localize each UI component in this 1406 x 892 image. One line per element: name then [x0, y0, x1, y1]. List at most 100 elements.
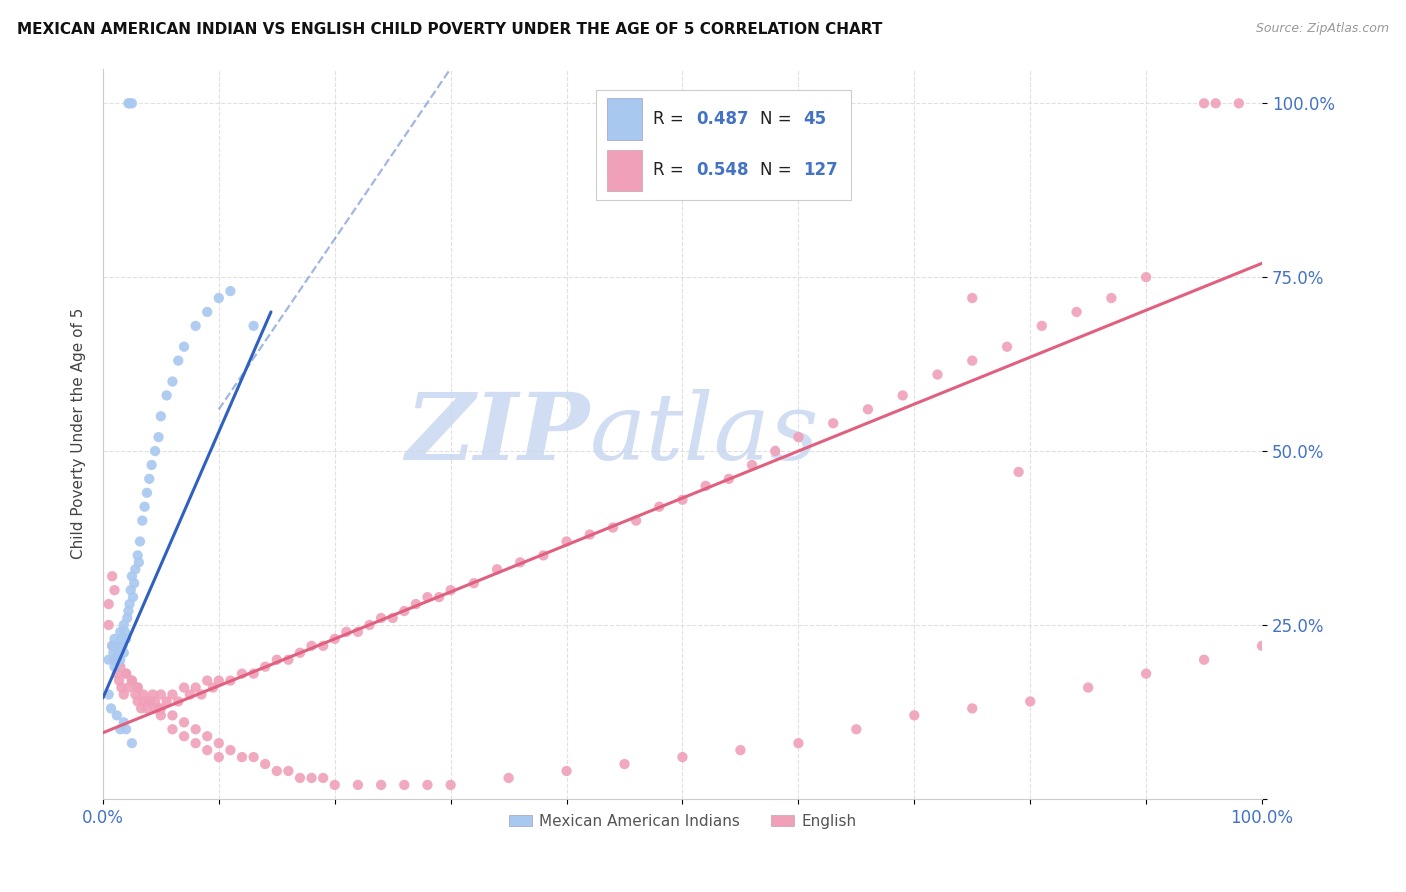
Point — [173, 715, 195, 730]
Point — [671, 492, 693, 507]
Point — [114, 624, 136, 639]
Point — [108, 639, 131, 653]
Point — [97, 688, 120, 702]
Point — [323, 778, 346, 792]
Point — [219, 743, 242, 757]
Point — [173, 729, 195, 743]
Point — [359, 618, 381, 632]
Point — [173, 681, 195, 695]
Point — [167, 694, 190, 708]
Point — [97, 618, 120, 632]
Point — [115, 632, 138, 646]
Point — [138, 694, 160, 708]
Point — [254, 757, 277, 772]
Point — [312, 639, 335, 653]
Text: ZIP: ZIP — [405, 389, 589, 479]
Point — [121, 736, 143, 750]
Point — [195, 729, 218, 743]
Point — [962, 353, 984, 368]
Point — [127, 681, 149, 695]
Point — [208, 291, 231, 305]
Point — [927, 368, 949, 382]
Point — [219, 673, 242, 688]
Point — [416, 778, 439, 792]
Point — [202, 681, 225, 695]
Point — [1135, 666, 1157, 681]
Point — [787, 736, 810, 750]
Point — [555, 764, 578, 778]
Point — [624, 514, 647, 528]
Point — [103, 632, 125, 646]
Point — [190, 688, 212, 702]
Point — [463, 576, 485, 591]
Point — [118, 597, 141, 611]
Point — [156, 388, 179, 402]
Point — [277, 764, 299, 778]
Point — [427, 590, 450, 604]
Point — [195, 743, 218, 757]
Point — [101, 569, 124, 583]
Point — [122, 590, 145, 604]
Point — [117, 681, 139, 695]
Text: MEXICAN AMERICAN INDIAN VS ENGLISH CHILD POVERTY UNDER THE AGE OF 5 CORRELATION : MEXICAN AMERICAN INDIAN VS ENGLISH CHILD… — [17, 22, 882, 37]
Point — [136, 485, 159, 500]
Point — [132, 688, 155, 702]
Point — [131, 514, 153, 528]
Point — [219, 284, 242, 298]
Point — [100, 701, 122, 715]
Point — [394, 604, 416, 618]
Point — [730, 743, 752, 757]
Point — [195, 305, 218, 319]
Text: 127: 127 — [803, 161, 838, 179]
Point — [695, 479, 717, 493]
Text: 0.548: 0.548 — [696, 161, 749, 179]
Point — [184, 681, 207, 695]
Point — [134, 500, 156, 514]
Point — [613, 757, 636, 772]
Point — [115, 666, 138, 681]
Point — [112, 715, 135, 730]
Point — [167, 353, 190, 368]
Point — [242, 666, 264, 681]
Point — [1251, 639, 1274, 653]
Point — [141, 458, 163, 472]
Point — [184, 318, 207, 333]
FancyBboxPatch shape — [607, 150, 643, 191]
Point — [891, 388, 914, 402]
Point — [132, 694, 155, 708]
Point — [208, 736, 231, 750]
Point — [509, 555, 531, 569]
Point — [810, 186, 832, 201]
Text: 0.487: 0.487 — [696, 110, 749, 128]
Point — [138, 472, 160, 486]
Point — [1066, 305, 1088, 319]
Text: atlas: atlas — [589, 389, 820, 479]
Text: N =: N = — [761, 161, 797, 179]
Point — [184, 723, 207, 737]
Point — [347, 624, 370, 639]
Point — [485, 562, 508, 576]
Point — [149, 688, 172, 702]
Point — [335, 624, 357, 639]
Point — [578, 527, 600, 541]
Point — [120, 583, 142, 598]
Point — [110, 624, 132, 639]
Point — [162, 375, 184, 389]
Text: R =: R = — [654, 161, 689, 179]
Point — [602, 520, 624, 534]
Point — [1192, 96, 1215, 111]
Text: N =: N = — [761, 110, 797, 128]
Point — [962, 291, 984, 305]
Point — [173, 340, 195, 354]
Point — [107, 646, 129, 660]
Point — [143, 701, 166, 715]
Point — [121, 673, 143, 688]
Point — [127, 694, 149, 708]
Point — [347, 778, 370, 792]
Point — [103, 653, 125, 667]
Point — [149, 409, 172, 424]
Point — [277, 653, 299, 667]
Point — [105, 666, 128, 681]
Point — [104, 639, 127, 653]
Point — [440, 583, 463, 598]
